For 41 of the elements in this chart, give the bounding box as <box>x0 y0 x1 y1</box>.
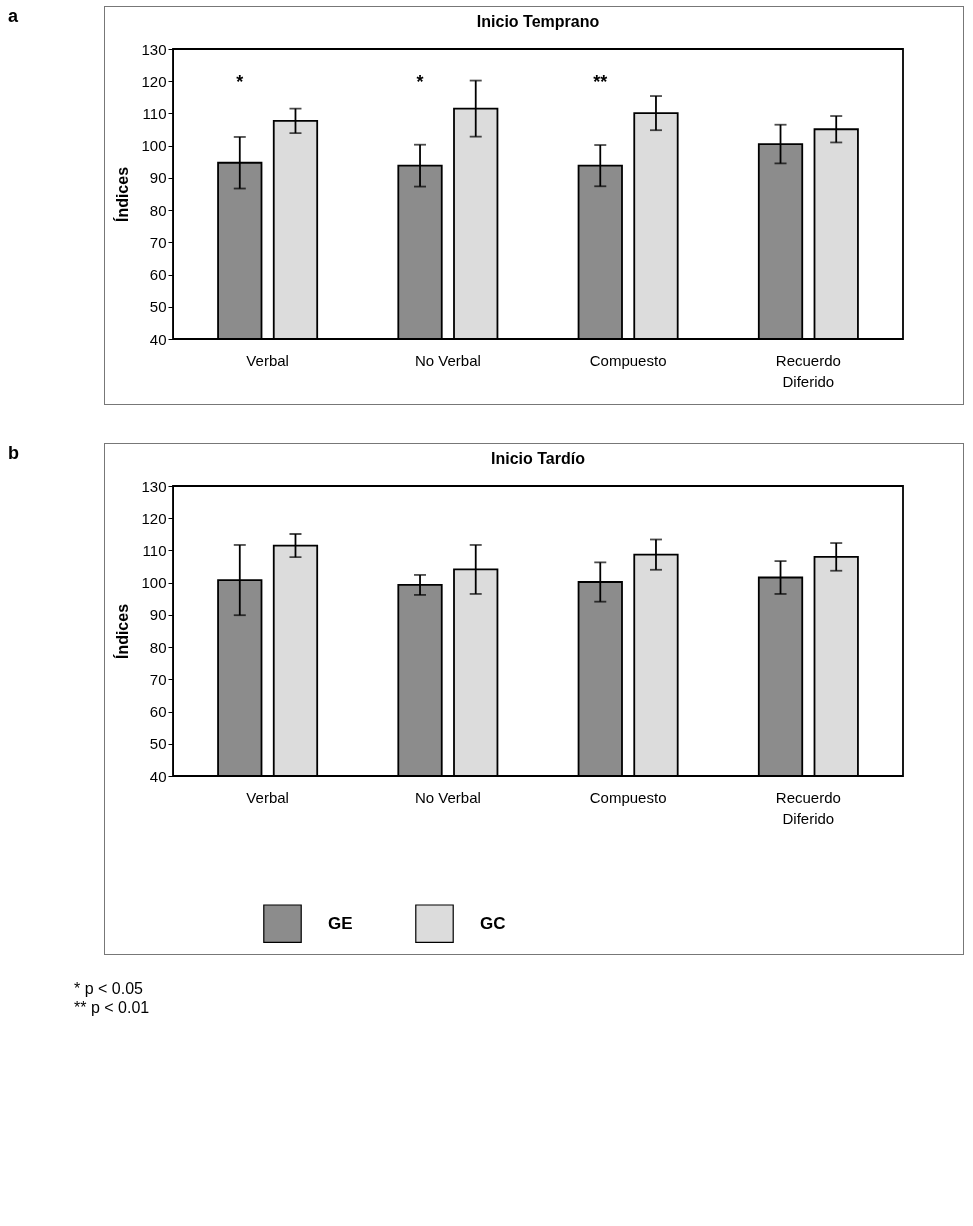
legend-label: GE <box>328 913 353 933</box>
y-tick-label: 60 <box>149 703 167 721</box>
x-tick-label: Recuerdo Diferido <box>775 788 841 827</box>
x-tick-label: Compuesto <box>589 788 667 806</box>
y-tick-label: 80 <box>149 638 167 656</box>
y-tick-label: 80 <box>149 201 167 219</box>
annotation: * <box>236 72 244 92</box>
y-tick-label: 100 <box>141 574 167 592</box>
text: a <box>8 6 19 27</box>
y-tick-label: 90 <box>149 169 167 187</box>
x-tick-label: No Verbal <box>414 788 481 806</box>
y-tick-label: 130 <box>141 477 167 495</box>
legend-label: GC <box>480 913 506 933</box>
text: * p < 0.05 <box>74 979 144 998</box>
x-tick-label: Verbal <box>246 351 289 369</box>
x-tick-label: Recuerdo Diferido <box>775 351 841 390</box>
y-tick-label: 130 <box>141 40 167 58</box>
text: ** p < 0.01 <box>74 998 150 1017</box>
annotation: * <box>416 72 424 92</box>
x-tick-label: Compuesto <box>589 351 667 369</box>
y-tick-label: 70 <box>149 670 167 688</box>
text: b <box>8 443 19 464</box>
y-tick-label: 120 <box>141 72 167 90</box>
y-tick-label: 110 <box>142 541 167 559</box>
y-tick-label: 120 <box>141 509 167 527</box>
y-tick-label: 60 <box>149 266 167 284</box>
chart-title: Inicio Temprano <box>476 13 600 30</box>
y-tick-label: 40 <box>149 767 167 785</box>
x-tick-label: Verbal <box>246 788 289 806</box>
y-tick-label: 40 <box>149 330 167 348</box>
annotation: ** <box>593 72 608 92</box>
y-axis-title: Índices <box>113 166 132 223</box>
x-tick-label: No Verbal <box>414 351 481 369</box>
y-tick-label: 90 <box>149 606 167 624</box>
y-tick-label: 100 <box>141 137 167 155</box>
y-tick-label: 50 <box>149 735 167 753</box>
y-tick-label: 50 <box>149 298 167 316</box>
y-tick-label: 70 <box>149 233 167 251</box>
chart-title: Inicio Tardío <box>491 450 586 467</box>
y-tick-label: 110 <box>142 104 167 122</box>
y-axis-title: Índices <box>113 603 132 660</box>
